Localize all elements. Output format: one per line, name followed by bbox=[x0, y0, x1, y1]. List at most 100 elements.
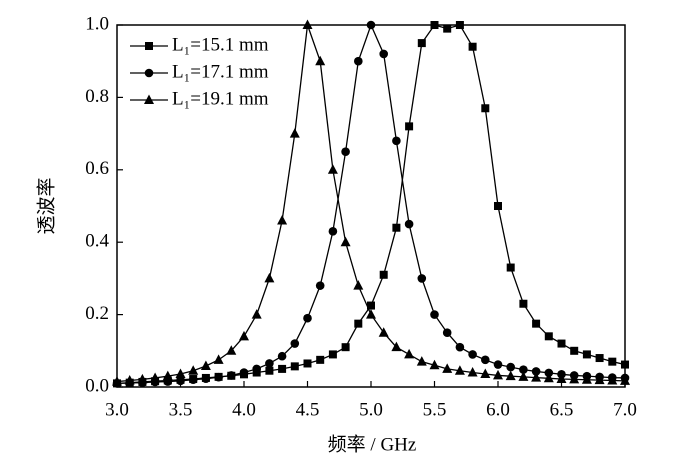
marker-circle bbox=[265, 359, 274, 368]
x-tick-label: 7.0 bbox=[613, 399, 637, 420]
marker-triangle bbox=[454, 365, 465, 375]
marker-square bbox=[570, 346, 579, 355]
marker-square bbox=[532, 319, 541, 328]
marker-square bbox=[557, 339, 566, 348]
marker-square bbox=[265, 366, 274, 375]
x-tick-label: 5.0 bbox=[359, 399, 383, 420]
marker-circle bbox=[379, 49, 389, 59]
marker-circle bbox=[493, 360, 503, 369]
marker-circle bbox=[366, 20, 376, 30]
marker-square bbox=[494, 202, 502, 210]
marker-triangle bbox=[404, 348, 415, 359]
legend-label: L₁=19.1 mm bbox=[172, 88, 269, 109]
marker-triangle bbox=[378, 327, 389, 337]
marker-triangle bbox=[493, 369, 503, 380]
marker-circle bbox=[442, 328, 452, 338]
marker-triangle bbox=[124, 374, 135, 385]
marker-triangle bbox=[137, 373, 148, 384]
marker-triangle bbox=[505, 370, 516, 381]
marker-square bbox=[519, 299, 528, 308]
marker-circle bbox=[430, 310, 439, 319]
marker-circle bbox=[176, 376, 185, 386]
marker-square bbox=[316, 355, 325, 364]
legend-label: L₁=17.1 mm bbox=[172, 61, 269, 82]
legend-marker bbox=[144, 68, 154, 78]
marker-square bbox=[328, 350, 337, 359]
marker-triangle bbox=[213, 354, 224, 364]
marker-triangle bbox=[150, 372, 161, 382]
x-tick-label: 4.0 bbox=[232, 399, 256, 420]
marker-square bbox=[379, 270, 388, 279]
marker-triangle bbox=[251, 309, 262, 319]
marker-circle bbox=[404, 219, 414, 229]
marker-circle bbox=[201, 374, 211, 383]
marker-triangle bbox=[200, 360, 211, 371]
marker-triangle bbox=[442, 363, 453, 373]
marker-square bbox=[303, 359, 312, 368]
marker-square bbox=[367, 301, 375, 310]
marker-circle bbox=[519, 365, 528, 374]
marker-circle bbox=[455, 342, 465, 352]
marker-triangle bbox=[391, 341, 402, 352]
marker-triangle bbox=[327, 164, 338, 174]
marker-triangle bbox=[340, 236, 351, 247]
marker-square bbox=[354, 319, 363, 328]
marker-triangle bbox=[543, 372, 554, 383]
marker-triangle bbox=[162, 370, 173, 381]
marker-triangle bbox=[226, 345, 237, 355]
marker-triangle bbox=[112, 376, 122, 386]
marker-triangle bbox=[315, 55, 326, 66]
x-tick-label: 5.5 bbox=[423, 399, 447, 420]
marker-square bbox=[278, 364, 287, 373]
marker-square bbox=[392, 223, 401, 232]
x-tick-label: 3.0 bbox=[105, 399, 129, 420]
marker-circle bbox=[277, 351, 287, 361]
marker-circle bbox=[188, 375, 198, 385]
marker-triangle bbox=[467, 367, 478, 377]
marker-triangle bbox=[277, 214, 288, 225]
marker-circle bbox=[214, 372, 223, 382]
y-axis-label: 透波率 bbox=[35, 177, 57, 234]
marker-circle bbox=[506, 362, 515, 372]
marker-triangle bbox=[302, 19, 313, 29]
x-axis-label: 频率 / GHz bbox=[328, 433, 417, 455]
marker-triangle bbox=[620, 375, 630, 385]
marker-circle bbox=[315, 281, 325, 290]
legend-marker bbox=[144, 94, 154, 104]
marker-square bbox=[405, 122, 414, 131]
y-tick-label: 0.8 bbox=[85, 86, 109, 107]
marker-triangle bbox=[594, 374, 605, 385]
marker-square bbox=[544, 332, 553, 341]
marker-triangle bbox=[581, 374, 592, 384]
marker-triangle bbox=[188, 365, 199, 375]
marker-triangle bbox=[264, 272, 275, 283]
marker-square bbox=[417, 39, 426, 48]
y-tick-label: 0.2 bbox=[85, 303, 109, 324]
marker-circle bbox=[252, 364, 261, 374]
marker-square bbox=[455, 21, 464, 29]
x-tick-label: 6.0 bbox=[486, 399, 510, 420]
marker-circle bbox=[341, 147, 350, 156]
marker-circle bbox=[417, 274, 427, 283]
marker-triangle bbox=[366, 309, 376, 319]
marker-triangle bbox=[175, 368, 186, 378]
marker-triangle bbox=[569, 373, 580, 384]
marker-square bbox=[481, 104, 490, 113]
marker-square bbox=[506, 263, 515, 272]
x-tick-label: 6.5 bbox=[550, 399, 574, 420]
marker-circle bbox=[392, 136, 401, 146]
legend-marker bbox=[145, 42, 153, 50]
marker-triangle bbox=[429, 359, 440, 370]
x-tick-label: 4.5 bbox=[296, 399, 320, 420]
marker-triangle bbox=[556, 373, 567, 384]
marker-circle bbox=[468, 350, 477, 359]
marker-square bbox=[621, 360, 629, 369]
marker-circle bbox=[290, 339, 300, 348]
marker-triangle bbox=[353, 280, 364, 290]
legend-label: L₁=15.1 mm bbox=[172, 34, 269, 55]
marker-circle bbox=[328, 227, 338, 236]
marker-circle bbox=[239, 368, 249, 377]
marker-circle bbox=[481, 355, 490, 365]
marker-square bbox=[468, 42, 477, 51]
